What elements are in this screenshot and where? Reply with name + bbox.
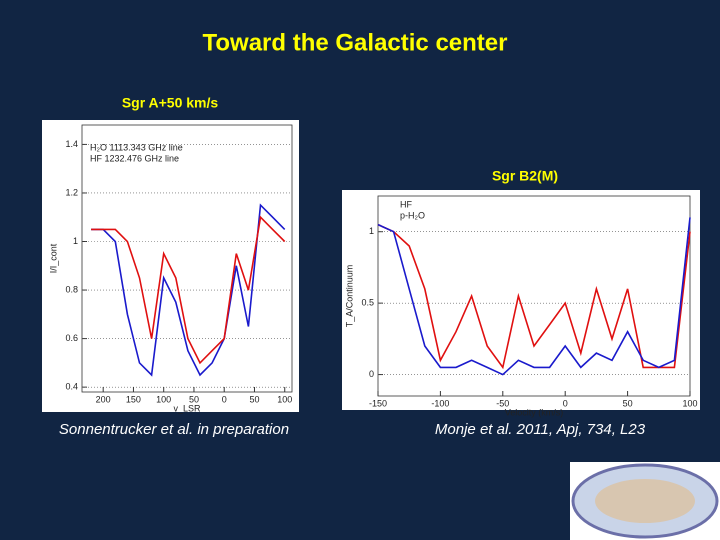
logo xyxy=(570,462,720,540)
y-tick-label: 0 xyxy=(369,369,374,379)
x-tick-label: -50 xyxy=(496,398,509,408)
plot-area xyxy=(81,124,293,393)
spectrum-line xyxy=(91,203,286,377)
caption: Monje et al. 2011, Apj, 734, L23 xyxy=(435,421,646,438)
y-tick-label: 0.4 xyxy=(65,382,78,392)
legend-entry: p-H₂O xyxy=(400,210,425,220)
x-tick-label: 100 xyxy=(156,394,171,404)
x-tick-label: 50 xyxy=(623,398,633,408)
spectrum-line xyxy=(91,215,286,365)
panel-label: Sgr B2(M) xyxy=(492,168,558,184)
legend-entry: H₂O 1113.343 GHz line xyxy=(90,142,183,152)
y-axis-label: T_A/Continuum xyxy=(344,265,354,328)
x-tick-label: 50 xyxy=(249,394,259,404)
y-tick-label: 1.2 xyxy=(65,187,78,197)
x-tick-label: -150 xyxy=(369,398,387,408)
legend-entry: HF 1232.476 GHz line xyxy=(90,153,179,163)
x-tick-label: 0 xyxy=(563,398,568,408)
y-tick-label: 0.5 xyxy=(361,298,374,308)
y-tick-label: 1.4 xyxy=(65,139,78,149)
x-tick-label: 0 xyxy=(222,394,227,404)
x-tick-label: -100 xyxy=(431,398,449,408)
x-tick-label: 100 xyxy=(682,398,697,408)
y-tick-label: 0.8 xyxy=(65,284,78,294)
x-tick-label: 50 xyxy=(189,394,199,404)
spectrum-line xyxy=(377,223,691,370)
x-tick-label: 100 xyxy=(277,394,292,404)
slide-title: Toward the Galactic center xyxy=(203,29,508,56)
y-tick-label: 1 xyxy=(73,236,78,246)
plot-area xyxy=(377,195,691,397)
x-axis-label: v_LSR xyxy=(173,403,201,413)
x-axis-label: Velocity (km/s) xyxy=(505,407,564,417)
y-tick-label: 0.6 xyxy=(65,333,78,343)
plot-frame xyxy=(342,190,700,410)
panel-label: Sgr A+50 km/s xyxy=(122,95,219,111)
caption: Sonnentrucker et al. in preparation xyxy=(59,421,289,438)
x-tick-label: 200 xyxy=(96,394,111,404)
spectrum-line xyxy=(377,217,691,376)
y-tick-label: 1 xyxy=(369,226,374,236)
y-axis-label: I/I_cont xyxy=(48,243,58,273)
legend-entry: HF xyxy=(400,199,412,209)
x-tick-label: 150 xyxy=(126,394,141,404)
